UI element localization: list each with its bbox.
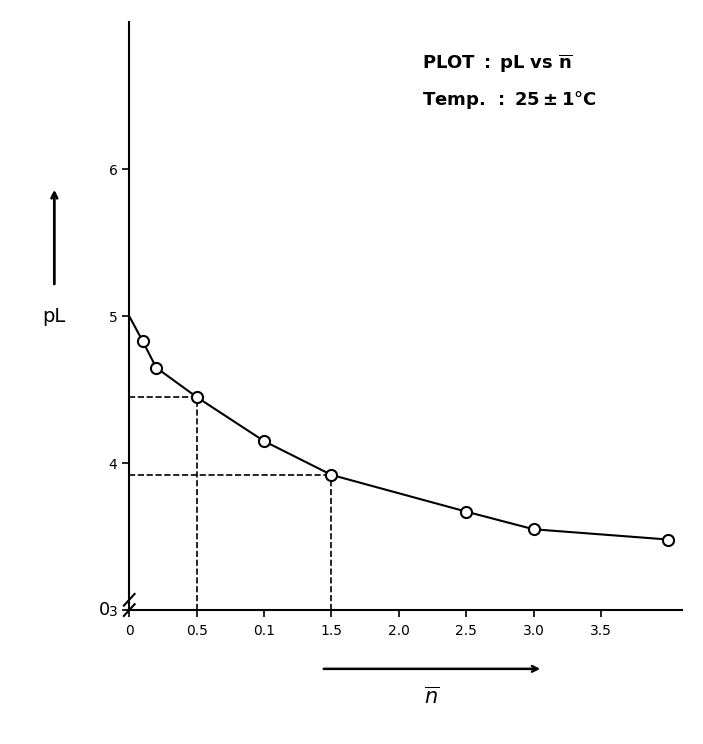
Text: $\bf{PLOT}$ $\bf{:}$ $\bf{pL}$ $\bf{vs}$ $\bf{\overline{n}}$: $\bf{PLOT}$ $\bf{:}$ $\bf{pL}$ $\bf{vs}$… bbox=[422, 52, 573, 74]
Text: 0: 0 bbox=[98, 601, 110, 619]
Text: $\overline{n}$: $\overline{n}$ bbox=[425, 687, 439, 708]
Text: pL: pL bbox=[43, 307, 66, 326]
Text: $\bf{Temp.}$ $\bf{:}$ $\bf{25 \pm 1°C}$: $\bf{Temp.}$ $\bf{:}$ $\bf{25 \pm 1°C}$ bbox=[422, 89, 597, 112]
